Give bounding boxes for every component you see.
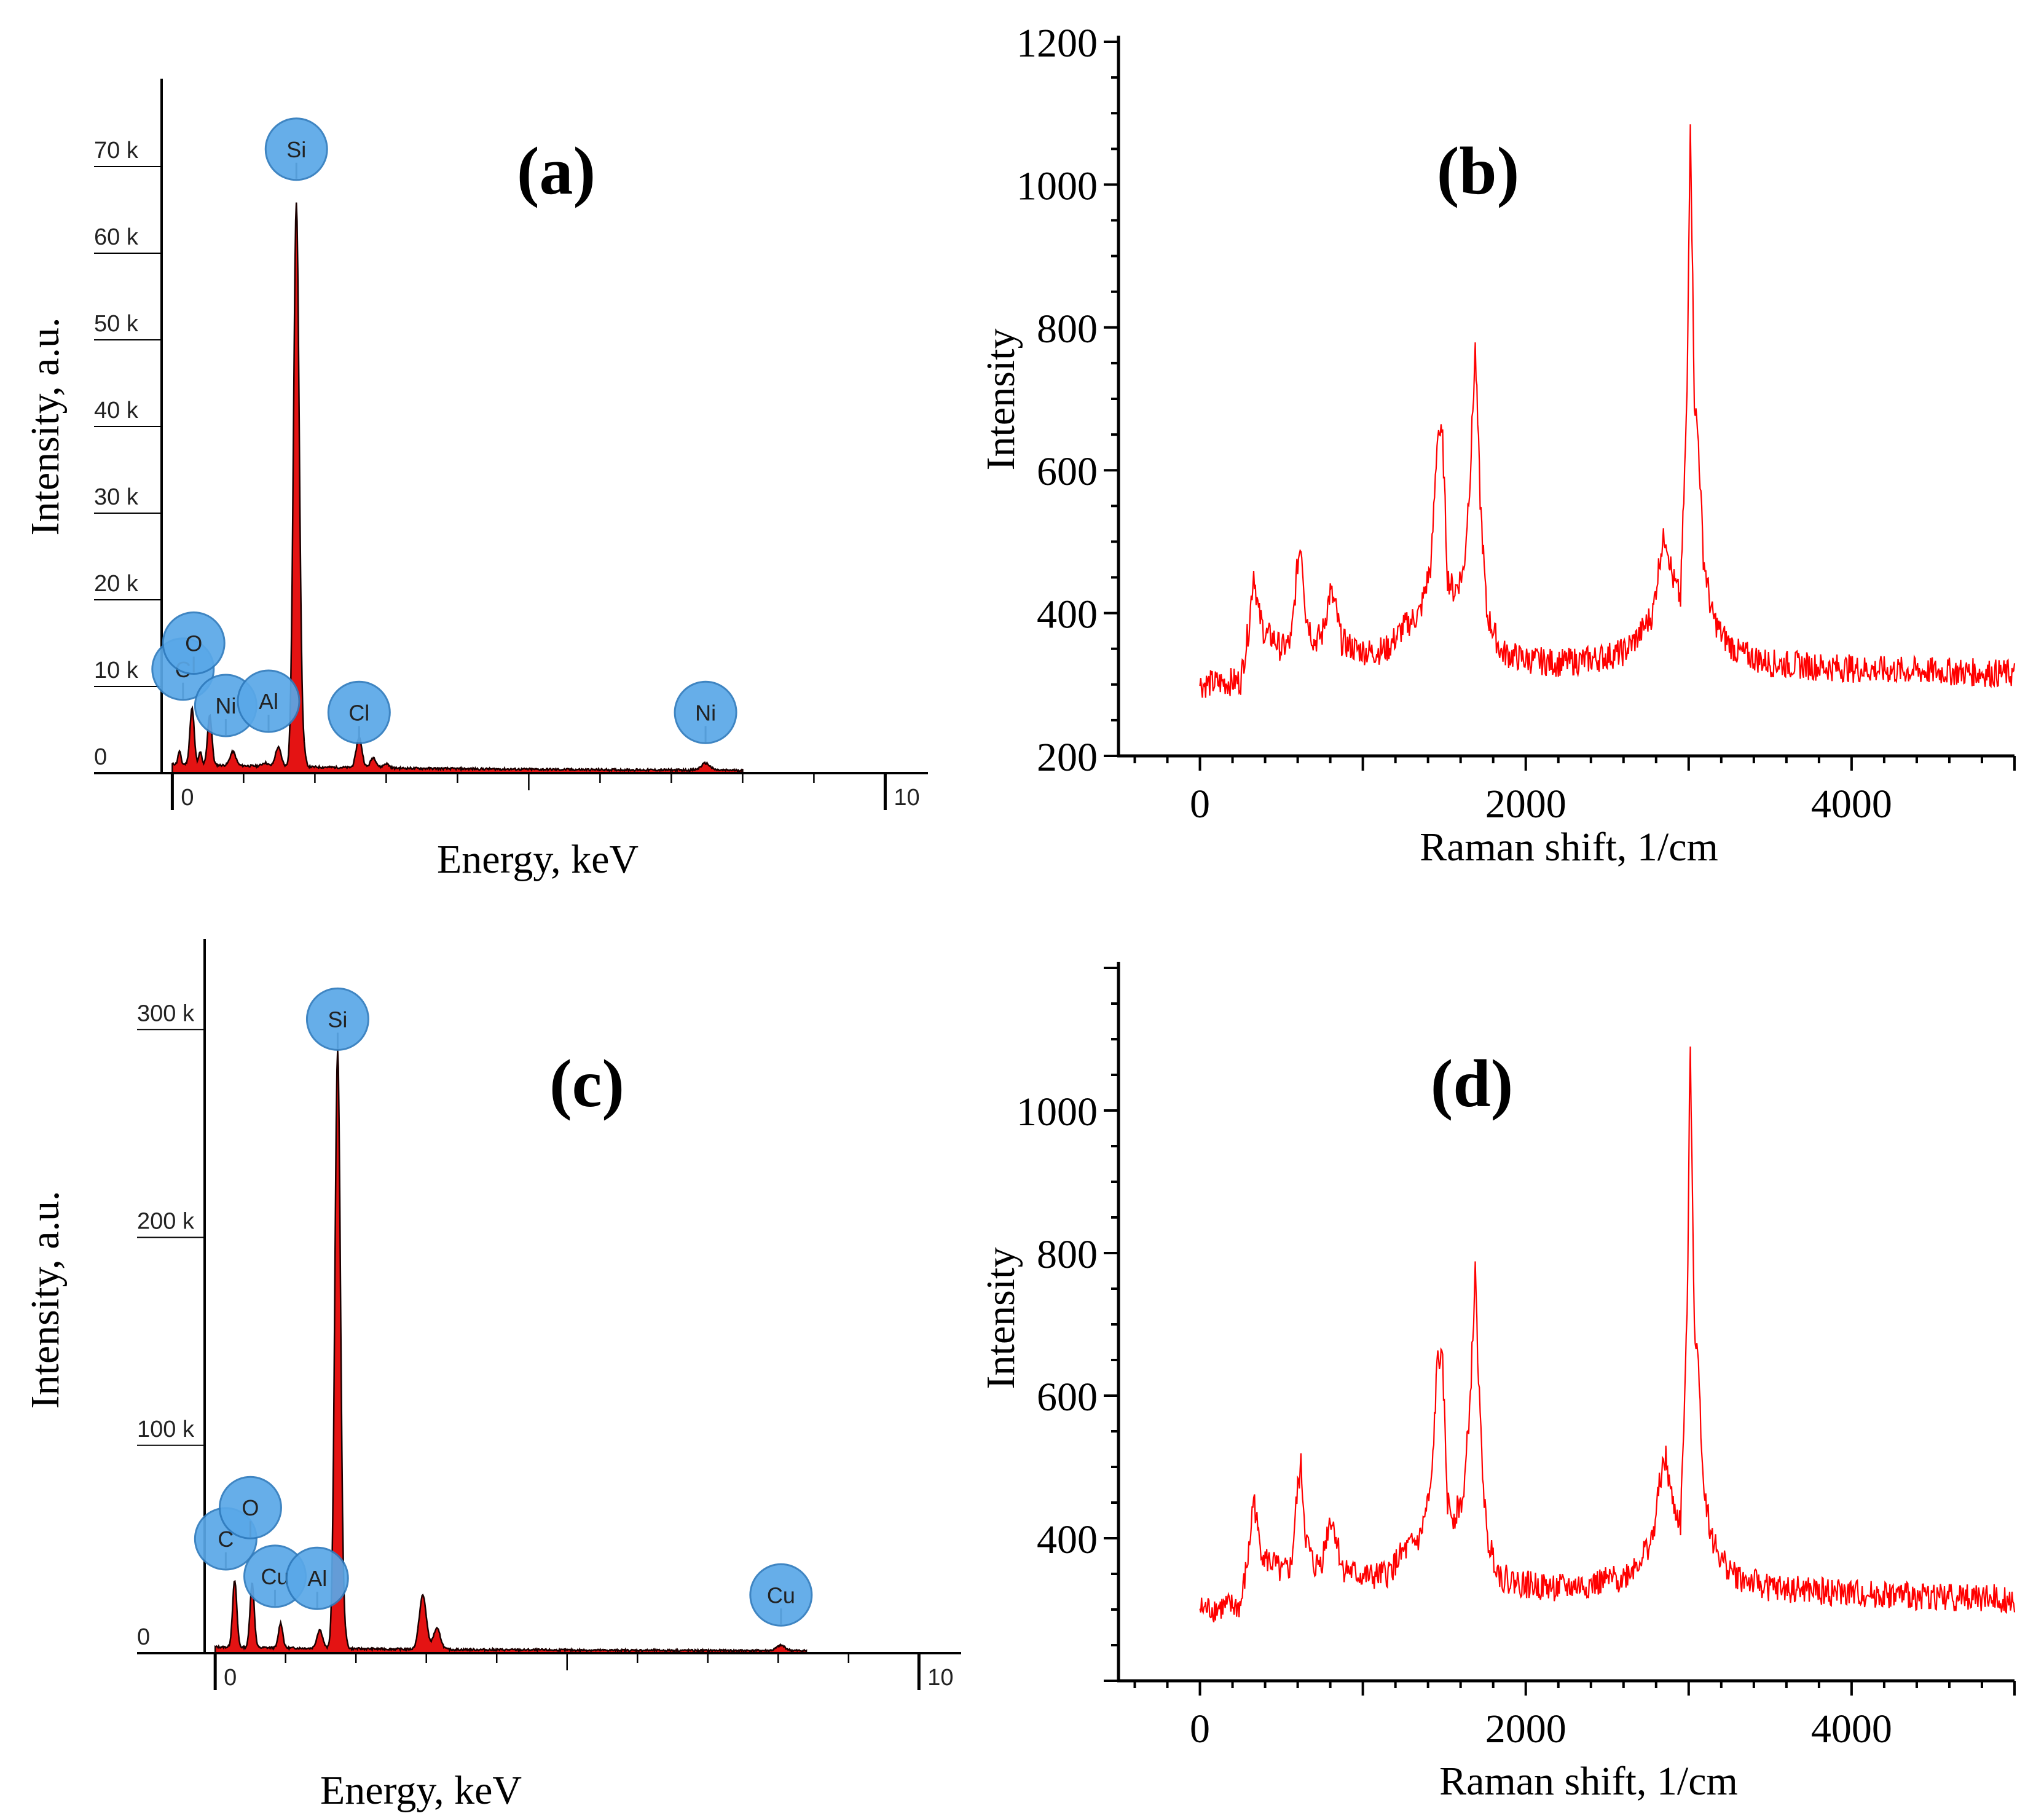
raman-series-line xyxy=(1199,1046,2016,1622)
element-marker xyxy=(674,680,737,744)
element-label: Cu xyxy=(261,1564,289,1589)
panel-label: (a) xyxy=(517,133,596,208)
x-tick-label: 0 xyxy=(181,785,194,811)
y-tick-label: 400 xyxy=(1037,592,1098,637)
x-axis-title: Energy, keV xyxy=(320,1768,522,1813)
y-tick-label: 1200 xyxy=(1016,21,1098,66)
y-tick-label: 800 xyxy=(1037,1232,1098,1277)
spectrum-area xyxy=(171,202,744,774)
y-tick-label: 600 xyxy=(1037,1375,1098,1420)
y-tick-label: 60 k xyxy=(94,224,139,250)
y-tick-label: 70 k xyxy=(94,138,139,163)
element-marker xyxy=(285,1546,349,1610)
spectrum-area xyxy=(214,1050,808,1654)
x-tick-label: 2000 xyxy=(1485,782,1566,827)
y-tick-label: 0 xyxy=(137,1624,150,1650)
y-tick-label: 800 xyxy=(1037,307,1098,352)
y-tick-label: 30 k xyxy=(94,484,139,510)
y-tick-label: 1000 xyxy=(1016,163,1098,208)
x-tick-label: 4000 xyxy=(1811,1707,1892,1751)
x-tick-label: 0 xyxy=(1190,782,1210,827)
element-label: O xyxy=(242,1495,259,1520)
x-axis-title: Raman shift, 1/cm xyxy=(1420,825,1718,870)
panel-d-raman-chart: 400 600 800 1000 0 2000 4000 Raman shift, 1/cm I… xyxy=(978,962,2016,1804)
panel-label: (c) xyxy=(549,1046,624,1121)
x-tick-label: 2000 xyxy=(1485,1707,1566,1751)
y-tick-label: 1000 xyxy=(1016,1090,1098,1134)
y-tick-label: 10 k xyxy=(94,658,139,683)
element-marker xyxy=(749,1563,813,1627)
element-label: Al xyxy=(307,1566,327,1591)
element-marker xyxy=(218,1476,282,1539)
y-tick-label: 40 k xyxy=(94,398,139,423)
x-tick-label: 10 xyxy=(927,1665,953,1691)
y-axis-title: Intensity xyxy=(978,329,1023,471)
panel-label: (b) xyxy=(1437,133,1519,208)
y-tick-label: 20 k xyxy=(94,571,139,597)
element-marker xyxy=(327,680,391,744)
y-tick-label: 400 xyxy=(1037,1517,1098,1562)
x-axis-title: Energy, keV xyxy=(437,837,639,882)
y-tick-label: 0 xyxy=(94,744,107,770)
y-axis-title: Intensity, a.u. xyxy=(23,1191,68,1409)
element-label: Al xyxy=(259,689,278,714)
element-marker xyxy=(162,611,226,675)
element-label: Cl xyxy=(348,700,369,725)
element-label: Ni xyxy=(695,700,716,725)
x-tick-label: 0 xyxy=(1190,1707,1210,1751)
y-axis-title: Intensity, a.u. xyxy=(23,318,68,536)
panel-b-raman-chart: 200 400 600 800 1000 1200 0 2000 4000 Raman shift… xyxy=(978,21,2016,870)
element-label: O xyxy=(185,631,202,656)
panel-a-eds-chart: 010 k20 k30 k40 k50 k60 k70 k010CONiAlCl… xyxy=(23,79,928,882)
element-label: Ni xyxy=(215,693,236,718)
y-tick-label: 50 k xyxy=(94,311,139,337)
y-tick-label: 600 xyxy=(1037,449,1098,494)
element-label: Si xyxy=(286,137,306,162)
raman-series-line xyxy=(1199,124,2016,698)
y-tick-label: 200 xyxy=(1037,735,1098,780)
x-tick-label: 4000 xyxy=(1811,782,1892,827)
x-tick-label: 10 xyxy=(894,785,919,811)
y-tick-label: 300 k xyxy=(137,1000,195,1026)
element-label: Cu xyxy=(767,1582,795,1608)
y-axis-title: Intensity xyxy=(978,1248,1023,1390)
y-tick-label: 100 k xyxy=(137,1417,195,1442)
element-label: Si xyxy=(328,1007,347,1032)
panel-label: (d) xyxy=(1431,1046,1513,1121)
y-tick-label: 200 k xyxy=(137,1209,195,1235)
element-marker xyxy=(305,987,369,1051)
element-marker xyxy=(264,117,328,181)
element-marker xyxy=(237,669,301,733)
x-axis-title: Raman shift, 1/cm xyxy=(1439,1759,1738,1804)
x-tick-label: 0 xyxy=(224,1665,237,1691)
